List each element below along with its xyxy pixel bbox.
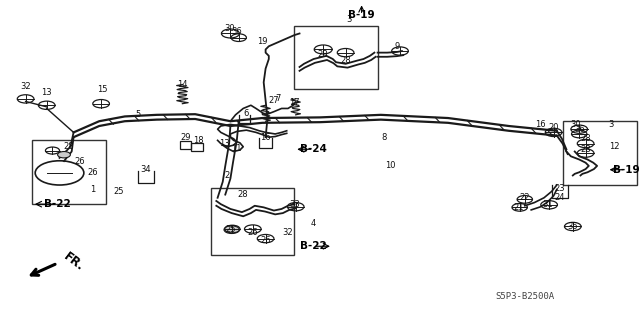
Text: 28: 28 bbox=[238, 190, 248, 199]
Text: 33: 33 bbox=[289, 200, 300, 209]
Text: B-22: B-22 bbox=[44, 199, 71, 209]
Text: 21: 21 bbox=[513, 203, 524, 212]
Text: 28: 28 bbox=[580, 134, 591, 143]
Text: 4: 4 bbox=[311, 219, 316, 228]
Text: 12: 12 bbox=[609, 142, 620, 151]
Text: 25: 25 bbox=[113, 187, 124, 196]
Bar bbox=[180, 141, 191, 149]
Text: 19: 19 bbox=[257, 37, 268, 46]
Text: 13: 13 bbox=[219, 139, 229, 148]
Text: 6: 6 bbox=[244, 109, 249, 118]
Text: B-19: B-19 bbox=[612, 165, 639, 175]
Bar bbox=[191, 143, 203, 151]
Text: 14: 14 bbox=[177, 80, 188, 89]
Bar bbox=[32, 140, 106, 204]
Bar bbox=[563, 121, 637, 185]
Text: 36: 36 bbox=[574, 125, 584, 134]
Text: 1: 1 bbox=[90, 185, 95, 194]
Text: 2: 2 bbox=[225, 171, 230, 180]
Text: 15: 15 bbox=[97, 85, 108, 94]
Circle shape bbox=[58, 152, 70, 158]
Text: 30: 30 bbox=[571, 120, 581, 129]
Bar bbox=[294, 26, 378, 89]
Circle shape bbox=[224, 226, 239, 234]
Text: 16: 16 bbox=[536, 120, 546, 129]
Text: B-24: B-24 bbox=[300, 144, 327, 154]
Text: 26: 26 bbox=[248, 228, 258, 237]
Text: 35: 35 bbox=[568, 222, 578, 231]
Text: 24: 24 bbox=[555, 193, 565, 202]
Text: 10: 10 bbox=[385, 161, 396, 170]
Text: 17: 17 bbox=[289, 98, 300, 107]
Text: 5: 5 bbox=[135, 110, 140, 119]
Text: 20: 20 bbox=[548, 123, 559, 132]
Text: 23: 23 bbox=[555, 184, 565, 193]
Text: 7: 7 bbox=[276, 94, 281, 103]
Text: 9: 9 bbox=[394, 42, 399, 51]
Text: 26: 26 bbox=[260, 236, 271, 245]
Text: 28: 28 bbox=[580, 145, 591, 154]
Text: 30: 30 bbox=[224, 24, 234, 33]
Text: FR.: FR. bbox=[61, 250, 86, 273]
Text: 18: 18 bbox=[193, 136, 204, 145]
Text: 8: 8 bbox=[381, 133, 387, 142]
Text: 25: 25 bbox=[225, 225, 236, 234]
Text: 34: 34 bbox=[141, 165, 151, 174]
Text: 27: 27 bbox=[269, 96, 279, 105]
Text: S5P3-B2500A: S5P3-B2500A bbox=[495, 292, 554, 301]
Text: 32: 32 bbox=[20, 82, 31, 91]
Text: 28: 28 bbox=[340, 56, 351, 65]
Text: 28: 28 bbox=[64, 142, 74, 151]
Text: 11: 11 bbox=[232, 144, 242, 153]
Text: 36: 36 bbox=[232, 27, 242, 36]
Text: 26: 26 bbox=[88, 168, 98, 177]
Bar bbox=[211, 188, 294, 255]
Text: 13: 13 bbox=[41, 88, 51, 97]
Text: 16: 16 bbox=[260, 133, 271, 142]
Text: B-22: B-22 bbox=[300, 241, 327, 251]
Text: 31: 31 bbox=[542, 200, 552, 209]
Text: 29: 29 bbox=[180, 133, 191, 142]
Text: 22: 22 bbox=[520, 193, 530, 202]
Text: 3: 3 bbox=[346, 15, 351, 24]
Text: B-19: B-19 bbox=[348, 10, 375, 20]
Text: 32: 32 bbox=[283, 228, 293, 237]
Text: 28: 28 bbox=[318, 50, 328, 59]
Text: 3: 3 bbox=[609, 120, 614, 129]
Text: 26: 26 bbox=[75, 157, 85, 166]
